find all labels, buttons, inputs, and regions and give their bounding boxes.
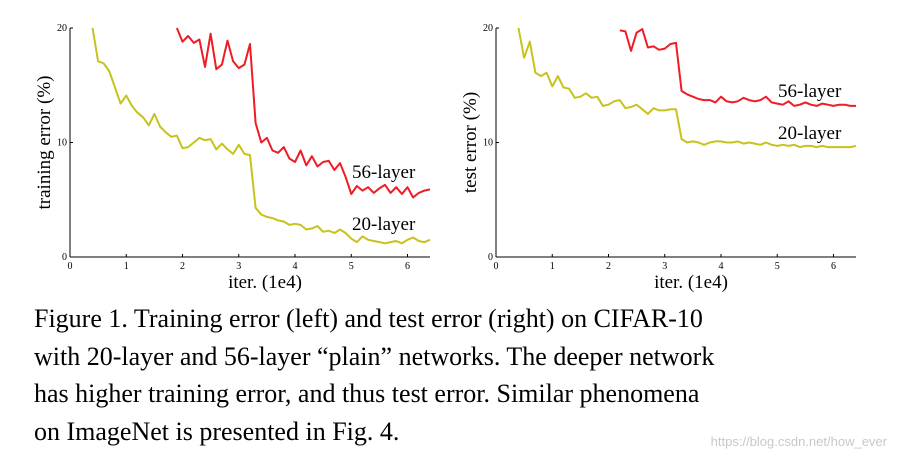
x-tick-label: 0 — [494, 261, 499, 272]
x-tick-label: 2 — [180, 261, 185, 272]
series-line-20-layer — [91, 27, 431, 245]
x-tick-label: 6 — [405, 261, 410, 272]
series-label-20-layer: 20-layer — [352, 214, 416, 235]
x-tick-label: 2 — [606, 261, 611, 272]
x-tick-label: 5 — [775, 261, 780, 272]
x-tick-label: 3 — [236, 261, 241, 272]
x-tick-label: 6 — [831, 261, 836, 272]
series-line-20-layer — [517, 27, 857, 149]
series-label-56-layer: 56-layer — [352, 162, 416, 183]
x-tick-label: 0 — [68, 261, 73, 272]
training-error-chart: 0 1 2 3 4 5 6 0 10 20 training error (%) iter. (1e4… — [34, 23, 431, 293]
caption-line-1: Figure 1. Training error (left) and test… — [34, 304, 703, 333]
x-tick-label: 5 — [349, 261, 354, 272]
series-line-56-layer — [619, 28, 856, 107]
y-axis-label: test error (%) — [460, 92, 481, 193]
y-tick-label: 20 — [57, 23, 67, 34]
y-tick-label: 20 — [483, 23, 493, 34]
y-tick-label: 0 — [62, 252, 67, 263]
watermark-url: https://blog.csdn.net/how_ever — [710, 434, 887, 449]
series-label-20-layer: 20-layer — [778, 123, 842, 144]
x-axis-label: iter. (1e4) — [228, 272, 302, 293]
series-line-56-layer — [175, 27, 431, 199]
x-axis-label: iter. (1e4) — [654, 272, 728, 293]
test-error-chart: 0 1 2 3 4 5 6 0 10 20 test error (%) iter. (1e4) 56-… — [460, 23, 857, 293]
caption-line-4: on ImageNet is presented in Fig. 4. — [34, 416, 400, 446]
y-tick-label: 10 — [57, 138, 67, 149]
x-tick-label: 4 — [719, 261, 724, 272]
series-label-56-layer: 56-layer — [778, 81, 842, 102]
x-tick-label: 4 — [293, 261, 298, 272]
x-tick-label: 1 — [124, 261, 129, 272]
figure-caption: Figure 1. Training error (left) and test… — [34, 300, 864, 450]
caption-line-3: has higher training error, and thus test… — [34, 379, 700, 408]
y-tick-label: 0 — [488, 252, 493, 263]
x-tick-label: 1 — [550, 261, 555, 272]
y-axis-label: training error (%) — [34, 76, 55, 210]
x-tick-label: 3 — [662, 261, 667, 272]
caption-line-2: with 20-layer and 56-layer “plain” netwo… — [34, 341, 715, 371]
y-tick-label: 10 — [483, 138, 493, 149]
